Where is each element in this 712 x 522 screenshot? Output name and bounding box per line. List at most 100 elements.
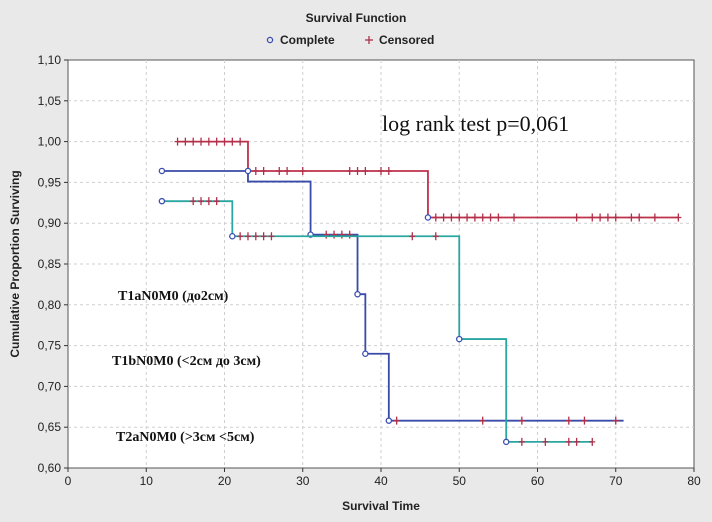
y-tick-label: 1,10: [38, 53, 62, 67]
log-rank-annotation: log rank test p=0,061: [382, 111, 569, 136]
x-tick-label: 60: [531, 474, 545, 488]
x-axis-label: Survival Time: [342, 499, 420, 513]
x-tick-label: 30: [296, 474, 310, 488]
y-tick-label: 0,70: [38, 379, 62, 393]
x-tick-label: 40: [374, 474, 388, 488]
censored-marker: [581, 416, 588, 425]
complete-marker: [158, 197, 166, 205]
censored-marker: [542, 437, 549, 446]
legend-censored-marker: [365, 36, 373, 44]
censored-marker: [597, 213, 604, 222]
censored-marker: [213, 197, 220, 206]
censored-marker: [213, 137, 220, 146]
censored-marker: [338, 230, 345, 239]
y-tick-label: 1,05: [38, 94, 62, 108]
series-layer: [158, 137, 682, 446]
complete-marker: [424, 214, 432, 221]
censored-marker: [518, 416, 525, 425]
censored-marker: [378, 166, 384, 175]
censored-marker: [573, 437, 580, 446]
axis-ticks: 0 10 20 30 40 50 60 70 80 0,60 0,65 0,70 0,75 0,80 0,8…: [38, 53, 701, 488]
censored-marker: [573, 213, 580, 222]
censored-marker: [198, 197, 205, 206]
censored-marker: [237, 137, 244, 146]
censored-marker: [276, 166, 283, 175]
censored-marker: [409, 232, 416, 241]
censored-marker: [260, 166, 267, 175]
censored-marker: [198, 137, 205, 146]
censored-marker: [612, 416, 619, 425]
censored-marker: [346, 166, 353, 175]
censored-marker: [440, 213, 447, 222]
censored-marker: [260, 232, 267, 241]
censored-marker: [244, 232, 251, 241]
group-label-t1b: T1bN0M0 (<2см до 3см): [112, 354, 261, 369]
censored-marker: [432, 213, 439, 222]
censored-marker: [362, 166, 369, 175]
censored-marker: [589, 437, 596, 446]
censored-marker: [464, 213, 471, 222]
y-tick-label: 0,95: [38, 175, 62, 189]
censored-marker: [331, 230, 338, 239]
censored-marker: [651, 213, 658, 222]
censored-marker: [385, 166, 392, 175]
censored-marker: [205, 137, 212, 146]
y-tick-label: 0,65: [38, 420, 62, 434]
censored-marker: [565, 416, 572, 425]
y-axis-label: Cumulative Proportion Surviving: [8, 170, 22, 357]
complete-marker: [385, 417, 393, 424]
chart-title: Survival Function: [306, 11, 407, 25]
x-tick-label: 70: [609, 474, 623, 488]
censored-marker: [487, 213, 494, 222]
censored-marker: [190, 137, 197, 146]
x-tick-label: 20: [218, 474, 232, 488]
censored-marker: [471, 213, 478, 222]
censored-marker: [589, 213, 596, 222]
y-tick-label: 0,90: [38, 216, 62, 230]
group-label-t1a: T1aN0M0 (до2см): [118, 289, 229, 304]
complete-marker: [354, 290, 361, 298]
censored-marker: [393, 416, 400, 425]
censored-marker: [323, 230, 330, 239]
series-line: [161, 200, 593, 443]
censored-marker: [636, 213, 643, 222]
series-3: [158, 197, 596, 446]
censored-marker: [675, 213, 682, 222]
censored-marker: [495, 213, 502, 222]
x-tick-label: 50: [453, 474, 467, 488]
x-tick-label: 80: [687, 474, 701, 488]
legend-complete-label: Complete: [280, 33, 335, 47]
censored-marker: [268, 232, 275, 241]
complete-marker: [158, 167, 166, 175]
legend: Complete Censored: [266, 33, 434, 47]
censored-marker: [432, 232, 439, 241]
censored-marker: [479, 416, 486, 425]
grid-lines: [68, 60, 694, 468]
censored-marker: [612, 213, 619, 222]
y-tick-label: 1,00: [38, 135, 62, 149]
complete-marker: [244, 167, 252, 175]
y-tick-label: 0,75: [38, 339, 62, 353]
censored-marker: [174, 137, 181, 146]
censored-marker: [511, 213, 518, 222]
y-tick-label: 0,80: [38, 298, 62, 312]
censored-marker: [252, 166, 259, 175]
complete-marker: [229, 233, 236, 240]
complete-marker: [502, 438, 510, 446]
complete-marker: [362, 350, 369, 358]
series-1: [174, 137, 682, 222]
y-tick-label: 0,85: [38, 257, 62, 271]
censored-marker: [205, 197, 212, 206]
censored-marker: [284, 166, 291, 175]
series-line: [161, 170, 624, 422]
y-tick-label: 0,60: [38, 461, 62, 475]
complete-marker: [455, 335, 463, 343]
censored-marker: [448, 213, 455, 222]
censored-marker: [190, 197, 197, 206]
censored-marker: [456, 213, 463, 222]
censored-marker: [479, 213, 486, 222]
censored-marker: [354, 166, 361, 175]
censored-marker: [252, 232, 259, 241]
censored-marker: [346, 230, 353, 239]
